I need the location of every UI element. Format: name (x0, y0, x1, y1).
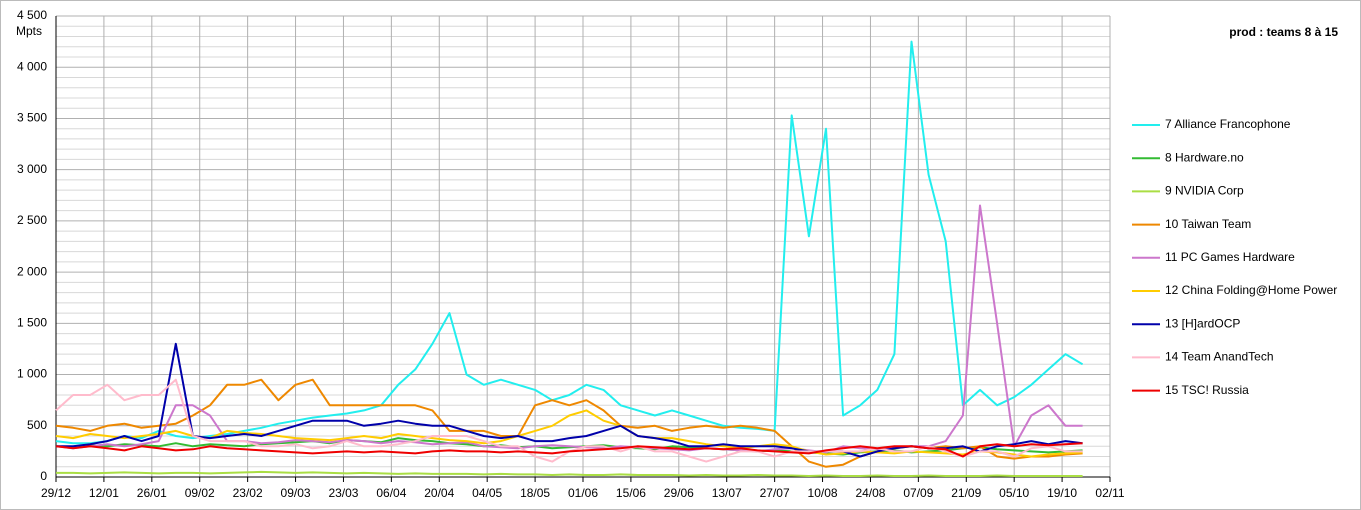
x-tick-label: 13/07 (712, 486, 742, 500)
legend-label: 10 Taiwan Team (1165, 217, 1251, 231)
y-tick-label: 1 000 (17, 367, 47, 381)
legend-label: 7 Alliance Francophone (1165, 117, 1291, 131)
series-line (55, 40, 1084, 445)
x-tick-label: 02/11 (1095, 486, 1124, 500)
x-tick-label: 24/08 (855, 486, 885, 500)
x-tick-label: 29/12 (41, 486, 71, 500)
chart-title: prod : teams 8 à 15 (1229, 25, 1338, 39)
x-tick-label: 09/03 (281, 486, 311, 500)
y-tick-label: 2 500 (17, 213, 47, 227)
y-tick-label: 3 000 (17, 162, 47, 176)
x-tick-label: 23/03 (328, 486, 358, 500)
series-line (55, 442, 1083, 458)
x-tick-label: 05/10 (999, 486, 1029, 500)
y-axis-label: Mpts (16, 24, 42, 38)
y-tick-label: 3 500 (17, 111, 47, 125)
legend-label: 11 PC Games Hardware (1165, 250, 1295, 264)
x-tick-label: 15/06 (616, 486, 646, 500)
legend-label: 9 NVIDIA Corp (1165, 184, 1244, 198)
legend-label: 14 Team AnandTech (1165, 350, 1274, 364)
y-tick-label: 4 500 (17, 8, 47, 22)
x-tick-label: 12/01 (89, 486, 119, 500)
y-tick-label: 500 (27, 418, 47, 432)
x-tick-label: 07/09 (903, 486, 933, 500)
legend-label: 12 China Folding@Home Power (1165, 283, 1337, 297)
legend-label: 15 TSC! Russia (1165, 383, 1249, 397)
x-tick-label: 26/01 (137, 486, 167, 500)
legend-label: 13 [H]ardOCP (1165, 316, 1240, 330)
x-tick-label: 20/04 (424, 486, 454, 500)
x-tick-label: 06/04 (376, 486, 406, 500)
x-tick-label: 27/07 (760, 486, 790, 500)
series-line (56, 470, 1083, 477)
x-tick-label: 09/02 (185, 486, 215, 500)
x-tick-label: 23/02 (233, 486, 263, 500)
legend-label: 8 Hardware.no (1165, 150, 1244, 164)
x-tick-label: 29/06 (664, 486, 694, 500)
x-tick-label: 01/06 (568, 486, 598, 500)
x-tick-label: 10/08 (808, 486, 838, 500)
x-tick-label: 04/05 (472, 486, 502, 500)
y-tick-label: 4 000 (17, 59, 47, 73)
y-tick-label: 1 500 (17, 316, 47, 330)
x-tick-label: 19/10 (1047, 486, 1077, 500)
y-tick-label: 2 000 (17, 264, 47, 278)
y-tick-label: 0 (40, 469, 47, 483)
x-tick-label: 21/09 (951, 486, 981, 500)
x-tick-label: 18/05 (520, 486, 550, 500)
